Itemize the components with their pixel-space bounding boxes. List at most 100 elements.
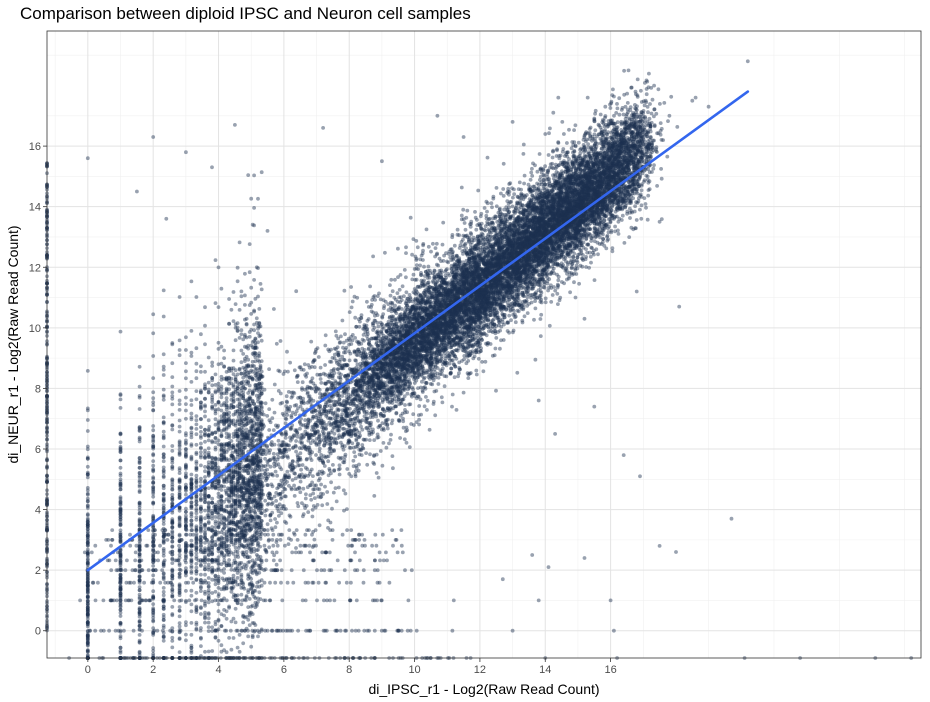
data-point bbox=[344, 345, 349, 350]
data-point bbox=[612, 155, 616, 159]
data-point bbox=[631, 157, 636, 162]
data-point bbox=[530, 166, 534, 171]
data-point bbox=[418, 355, 422, 359]
data-point bbox=[644, 92, 649, 97]
data-point bbox=[494, 388, 498, 393]
data-point bbox=[294, 439, 298, 443]
data-point bbox=[592, 278, 597, 282]
data-point bbox=[526, 182, 531, 187]
data-point bbox=[414, 420, 419, 424]
data-point bbox=[411, 237, 416, 242]
data-point bbox=[330, 416, 334, 421]
data-point bbox=[405, 391, 410, 396]
data-point bbox=[255, 464, 260, 468]
grid-lines bbox=[47, 31, 921, 658]
data-point bbox=[273, 525, 278, 530]
data-point bbox=[619, 127, 624, 132]
data-point bbox=[551, 110, 556, 115]
data-point bbox=[545, 174, 550, 179]
data-point bbox=[525, 283, 529, 287]
data-point bbox=[412, 363, 417, 367]
data-point bbox=[595, 240, 600, 245]
data-point bbox=[273, 469, 278, 474]
data-point bbox=[425, 398, 430, 403]
data-point bbox=[587, 171, 592, 176]
data-point bbox=[492, 353, 497, 358]
data-point bbox=[639, 188, 644, 193]
data-point bbox=[295, 501, 300, 505]
data-point bbox=[268, 420, 273, 425]
data-point bbox=[647, 71, 651, 76]
data-point bbox=[536, 280, 540, 284]
data-point bbox=[591, 186, 595, 190]
data-point bbox=[638, 207, 642, 212]
data-point bbox=[342, 288, 347, 293]
data-point bbox=[325, 502, 330, 506]
data-point bbox=[577, 281, 581, 286]
data-point bbox=[444, 374, 449, 379]
data-point bbox=[292, 494, 297, 498]
data-point bbox=[343, 350, 348, 355]
data-point bbox=[438, 357, 443, 362]
data-point bbox=[263, 513, 268, 518]
data-point bbox=[556, 210, 561, 215]
data-point bbox=[593, 108, 598, 113]
data-point bbox=[349, 342, 354, 346]
data-point bbox=[482, 206, 487, 210]
data-point bbox=[542, 229, 547, 233]
data-point bbox=[651, 166, 656, 171]
data-point bbox=[452, 322, 457, 327]
data-point bbox=[507, 313, 512, 318]
data-point bbox=[305, 425, 310, 430]
data-point bbox=[538, 334, 543, 338]
data-point bbox=[535, 169, 540, 174]
data-point bbox=[343, 408, 348, 413]
data-point bbox=[328, 403, 332, 408]
data-point bbox=[489, 201, 494, 206]
data-point bbox=[440, 242, 445, 247]
data-point bbox=[318, 377, 323, 381]
data-point bbox=[665, 154, 670, 159]
data-point bbox=[345, 467, 350, 471]
data-point bbox=[382, 391, 387, 395]
data-point bbox=[599, 210, 604, 215]
data-point bbox=[474, 227, 479, 232]
data-point bbox=[485, 155, 490, 160]
data-point bbox=[323, 484, 327, 489]
data-point bbox=[497, 277, 502, 281]
data-point bbox=[305, 457, 309, 461]
data-point bbox=[659, 126, 664, 131]
data-point bbox=[389, 314, 394, 319]
data-point bbox=[533, 357, 538, 362]
data-point bbox=[334, 499, 339, 504]
data-point bbox=[586, 145, 591, 150]
data-point bbox=[342, 350, 346, 355]
data-point bbox=[444, 302, 448, 306]
data-point bbox=[568, 290, 572, 295]
data-point bbox=[563, 198, 567, 203]
data-point bbox=[402, 437, 407, 442]
data-point bbox=[349, 305, 354, 310]
data-point bbox=[649, 111, 654, 116]
data-point bbox=[553, 166, 558, 171]
data-point bbox=[414, 277, 419, 282]
data-point bbox=[268, 518, 273, 523]
data-point bbox=[393, 382, 397, 387]
data-point bbox=[278, 339, 283, 343]
data-point bbox=[461, 390, 466, 395]
data-point bbox=[522, 181, 526, 186]
data-point bbox=[311, 474, 315, 478]
plot-area bbox=[47, 31, 921, 658]
data-point bbox=[515, 370, 520, 375]
data-point bbox=[492, 237, 497, 242]
data-point bbox=[331, 490, 336, 495]
data-point bbox=[537, 233, 542, 238]
data-point bbox=[523, 218, 528, 223]
data-point bbox=[452, 243, 457, 248]
data-point bbox=[360, 346, 365, 351]
data-point bbox=[417, 417, 421, 422]
data-point bbox=[646, 193, 651, 198]
data-point bbox=[586, 161, 590, 166]
data-point bbox=[598, 112, 603, 117]
data-point bbox=[311, 491, 316, 496]
